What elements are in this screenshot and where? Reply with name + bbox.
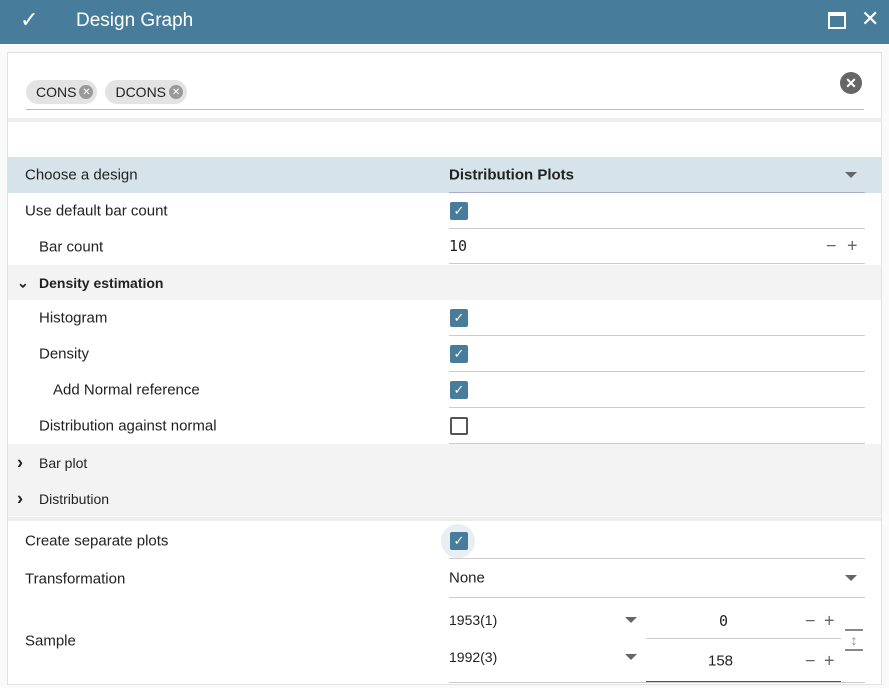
dropdown-arrow-icon bbox=[625, 654, 637, 660]
increment-button[interactable]: + bbox=[824, 650, 835, 671]
sample-row: Sample 1953(1) 0 − + 1992(3) 158 − + ↕ bbox=[8, 598, 881, 683]
tag-cons: CONS ✕ bbox=[26, 80, 98, 104]
sample-end-value: 1992(3) bbox=[449, 649, 498, 665]
dropdown-arrow-icon bbox=[845, 171, 857, 178]
expand-range-icon[interactable]: ↕ bbox=[845, 629, 863, 651]
section-label: Distribution bbox=[39, 490, 110, 507]
sample-start-value: 1953(1) bbox=[449, 612, 498, 628]
chevron-right-icon: › bbox=[17, 488, 23, 508]
bar-count-row: Bar count 10 − + bbox=[8, 229, 881, 264]
window-title: Design Graph bbox=[76, 10, 194, 31]
distribution-section-header[interactable]: › Distribution bbox=[8, 481, 881, 516]
separate-plots-checkbox[interactable]: ✓ bbox=[450, 531, 468, 550]
sample-start-select[interactable]: 1953(1) bbox=[449, 604, 639, 636]
tag-label: DCONS bbox=[115, 84, 167, 100]
maximize-icon[interactable] bbox=[828, 12, 846, 29]
tag-dcons: DCONS ✕ bbox=[105, 80, 188, 104]
label: Density bbox=[39, 345, 90, 363]
series-tag-input[interactable]: CONS ✕ DCONS ✕ bbox=[26, 80, 864, 110]
design-value: Distribution Plots bbox=[449, 166, 574, 183]
density-section-header[interactable]: ⌄ Density estimation bbox=[8, 265, 881, 300]
dropdown-arrow-icon bbox=[625, 617, 637, 623]
density-row: Density ✓ bbox=[8, 336, 881, 372]
use-default-bar-count-checkbox[interactable]: ✓ bbox=[450, 201, 468, 220]
clear-all-icon[interactable]: ✕ bbox=[840, 72, 862, 94]
bar-plot-section-header[interactable]: › Bar plot bbox=[8, 444, 881, 481]
histogram-row: Histogram ✓ bbox=[8, 300, 881, 336]
normal-reference-row: Add Normal reference ✓ bbox=[8, 372, 881, 408]
bar-count-input[interactable]: 10 − + bbox=[449, 229, 865, 264]
design-label: Choose a design bbox=[25, 166, 138, 184]
transformation-select[interactable]: None bbox=[449, 559, 865, 598]
chevron-down-icon: ⌄ bbox=[17, 274, 29, 290]
bar-count-value: 10 bbox=[449, 237, 468, 255]
decrement-button[interactable]: − bbox=[805, 610, 816, 631]
decrement-button[interactable]: − bbox=[805, 650, 816, 671]
distribution-against-normal-row: Distribution against normal bbox=[8, 408, 881, 444]
transformation-value: None bbox=[449, 569, 485, 587]
transformation-row: Transformation None bbox=[8, 559, 881, 598]
divider bbox=[8, 517, 881, 521]
use-default-bar-count-row: Use default bar count ✓ bbox=[8, 193, 881, 229]
section-label: Density estimation bbox=[39, 274, 164, 291]
sample-end-index-input[interactable]: 158 − + bbox=[646, 641, 841, 682]
label: Sample bbox=[25, 632, 76, 649]
dropdown-arrow-icon bbox=[845, 575, 857, 581]
close-icon[interactable]: ✕ bbox=[861, 6, 880, 31]
sample-end-select[interactable]: 1992(3) bbox=[449, 641, 639, 673]
sample-start-index-input[interactable]: 0 − + bbox=[646, 604, 841, 639]
design-select[interactable]: Distribution Plots bbox=[449, 157, 865, 193]
chevron-right-icon: › bbox=[17, 452, 23, 472]
label: Distribution against normal bbox=[39, 417, 217, 435]
title-bar: ✓ Design Graph ✕ bbox=[0, 0, 889, 44]
increment-button[interactable]: + bbox=[824, 610, 835, 631]
label: Transformation bbox=[25, 570, 126, 587]
separate-plots-row: Create separate plots ✓ bbox=[8, 523, 881, 559]
confirm-check-icon[interactable]: ✓ bbox=[20, 7, 39, 32]
divider bbox=[8, 118, 881, 122]
label: Add Normal reference bbox=[53, 381, 200, 399]
decrement-button[interactable]: − bbox=[826, 235, 837, 256]
distribution-against-normal-checkbox[interactable] bbox=[450, 416, 468, 435]
design-panel: CONS ✕ DCONS ✕ ✕ Choose a design Distribut… bbox=[7, 52, 882, 685]
start-index-value: 0 bbox=[719, 612, 729, 630]
density-checkbox[interactable]: ✓ bbox=[450, 344, 468, 363]
section-label: Bar plot bbox=[39, 454, 88, 471]
increment-button[interactable]: + bbox=[847, 235, 858, 256]
label: Histogram bbox=[39, 309, 108, 327]
end-index-value: 158 bbox=[708, 652, 734, 670]
tag-label: CONS bbox=[36, 84, 77, 100]
sample-range: 1953(1) 0 − + 1992(3) 158 − + ↕ bbox=[449, 598, 865, 683]
label: Use default bar count bbox=[25, 202, 168, 220]
remove-tag-icon[interactable]: ✕ bbox=[79, 85, 94, 99]
design-row: Choose a design Distribution Plots bbox=[8, 157, 881, 193]
label: Bar count bbox=[39, 238, 104, 255]
histogram-checkbox[interactable]: ✓ bbox=[450, 308, 468, 327]
label: Create separate plots bbox=[25, 532, 169, 550]
normal-reference-checkbox[interactable]: ✓ bbox=[450, 380, 468, 399]
remove-tag-icon[interactable]: ✕ bbox=[169, 85, 184, 99]
